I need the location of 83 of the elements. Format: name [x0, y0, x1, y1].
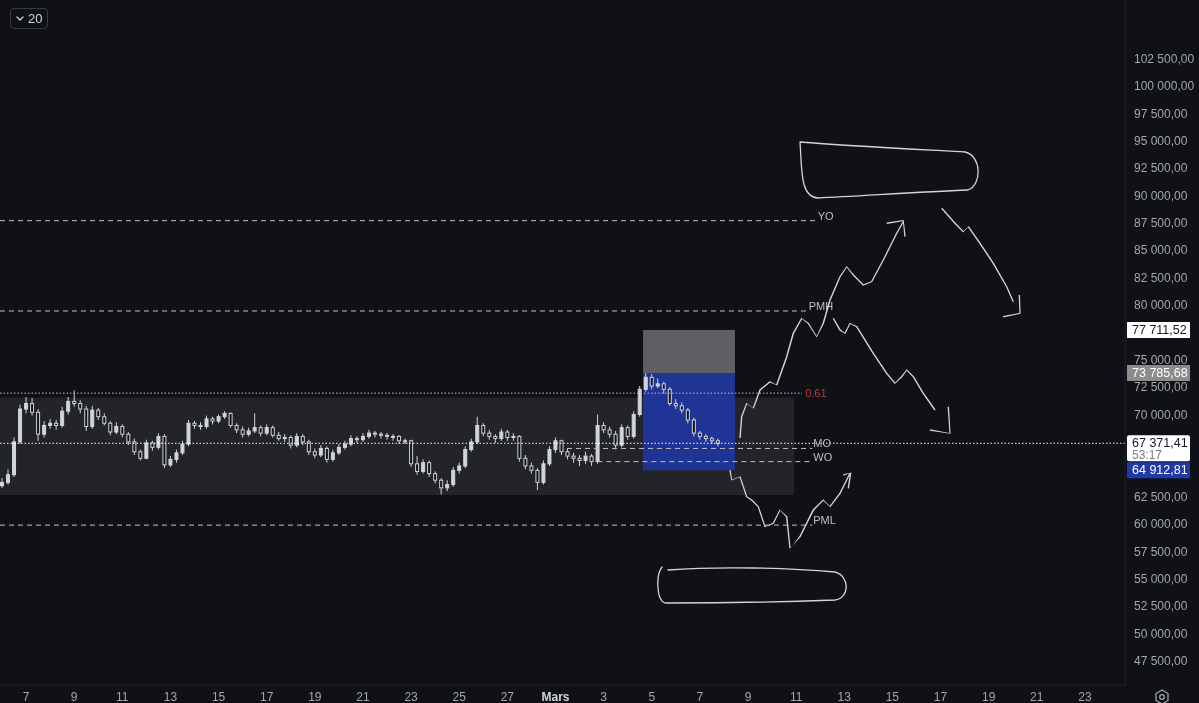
x-tick-label: 7: [22, 690, 30, 703]
x-tick-label: 21: [356, 690, 370, 703]
ref-line-label: 64 912,81: [1132, 463, 1188, 478]
candlestick: [90, 405, 95, 430]
candlestick: [252, 412, 257, 434]
x-tick-label: 15: [211, 690, 226, 703]
candlestick: [84, 405, 89, 432]
candlestick: [643, 372, 648, 393]
candlestick: [60, 406, 65, 429]
y-tick-label: 80 000,00: [1134, 298, 1188, 313]
y-tick-label: 95 000,00: [1134, 133, 1188, 148]
candlestick: [691, 417, 696, 437]
x-tick-label: 13: [837, 690, 852, 703]
candlestick: [48, 418, 53, 430]
x-tick-label: 11: [116, 690, 129, 703]
annotation: 20: [28, 11, 43, 26]
y-tick-label: 92 500,00: [1134, 161, 1188, 176]
y-tick-label: 102 500,00: [1134, 51, 1195, 66]
x-tick-label: 17: [260, 690, 274, 703]
candlestick: [451, 466, 456, 488]
candlestick: [463, 445, 468, 469]
x-tick-label: 23: [1078, 690, 1092, 703]
x-tick-label: 17: [933, 690, 948, 703]
x-tick-label: 5: [648, 690, 656, 703]
ref-line-label: 77 711,52: [1132, 323, 1187, 338]
y-tick-label: 87 500,00: [1134, 216, 1188, 231]
x-tick-label: 27: [500, 690, 515, 703]
y-tick-label: 75 000,00: [1134, 353, 1188, 368]
ref-line-label: 73 785,68: [1132, 366, 1188, 381]
candlestick: [709, 435, 714, 445]
x-tick-label: 3: [600, 690, 608, 703]
ref-line-label: YO: [817, 209, 835, 222]
ref-line-label: PML: [813, 514, 836, 527]
annotation: 0.61: [805, 387, 827, 400]
y-tick-label: 47 500,00: [1134, 654, 1188, 669]
y-tick-label: 57 500,00: [1134, 544, 1188, 559]
y-tick-label: 97 500,00: [1134, 106, 1188, 121]
candlestick: [703, 433, 708, 443]
y-tick-label: 60 000,00: [1134, 517, 1188, 532]
ref-line-label: MO: [813, 437, 832, 450]
candlestick: [0, 477, 4, 489]
y-tick-label: 52 500,00: [1134, 599, 1188, 614]
x-tick-label: 7: [696, 690, 704, 703]
y-tick-label: 90 000,00: [1134, 188, 1188, 203]
candlestick: [336, 443, 341, 456]
text: 53:17: [1132, 448, 1163, 463]
ref-line-label: WO: [813, 450, 833, 463]
y-tick-label: 50 000,00: [1134, 626, 1188, 641]
x-tick-label: Mars: [541, 690, 570, 703]
y-tick-label: 70 000,00: [1134, 407, 1188, 422]
y-tick-label: 62 500,00: [1134, 489, 1188, 504]
x-tick-label: 9: [70, 690, 78, 703]
candlestick: [54, 419, 59, 431]
candlestick: [409, 439, 414, 468]
candlestick: [385, 432, 390, 441]
x-tick-label: 13: [163, 690, 178, 703]
x-tick-label: 15: [885, 690, 900, 703]
x-tick-label: 19: [981, 690, 996, 703]
y-tick-label: 55 000,00: [1134, 572, 1188, 587]
y-tick-label: 82 500,00: [1134, 270, 1188, 285]
ref-line-label: 67 371,41: [1132, 436, 1188, 451]
candlestick: [391, 433, 396, 442]
candlestick: [475, 416, 480, 445]
candlestick: [403, 438, 408, 445]
x-tick-label: 25: [452, 690, 467, 703]
candlestick: [360, 432, 365, 443]
y-tick-label: 72 500,00: [1134, 380, 1188, 395]
x-tick-label: 23: [404, 690, 419, 703]
candlestick: [24, 396, 29, 414]
x-tick-label: 21: [1030, 690, 1044, 703]
candlestick: [372, 430, 377, 438]
x-tick-label: 9: [744, 690, 752, 703]
candlestick: [6, 468, 11, 486]
y-tick-label: 100 000,00: [1134, 79, 1195, 94]
candlestick: [36, 408, 41, 442]
candlestick: [415, 455, 420, 476]
candlestick: [354, 435, 359, 444]
y-tick-label: 85 000,00: [1134, 243, 1188, 258]
x-tick-label: 19: [308, 690, 322, 703]
candlestick: [631, 410, 636, 440]
dropdown-button: 20: [10, 8, 49, 29]
candlestick: [379, 431, 384, 440]
x-tick-label: 11: [789, 690, 803, 703]
